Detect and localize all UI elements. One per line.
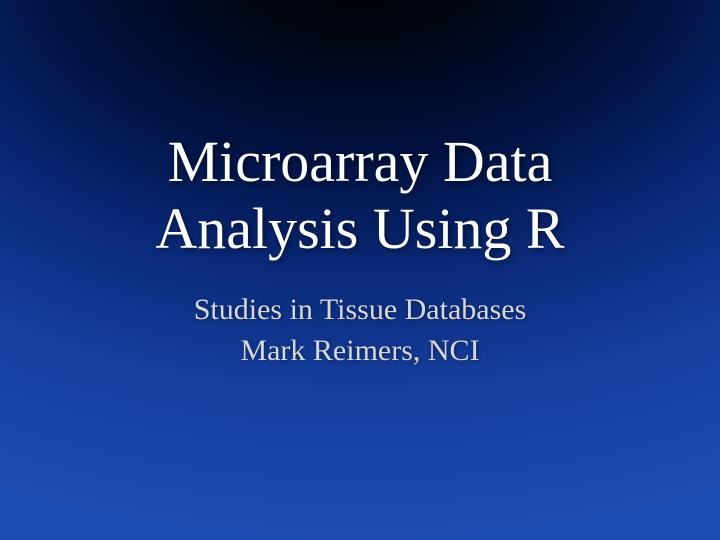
slide-container: Microarray Data Analysis Using R Studies… xyxy=(0,0,720,540)
title-line-2: Analysis Using R xyxy=(155,196,564,261)
subtitle-group: Studies in Tissue Databases Mark Reimers… xyxy=(194,290,527,371)
title-line-1: Microarray Data xyxy=(168,129,553,194)
subtitle-line-2: Mark Reimers, NCI xyxy=(194,331,527,372)
slide-title: Microarray Data Analysis Using R xyxy=(155,129,564,262)
subtitle-line-1: Studies in Tissue Databases xyxy=(194,290,527,331)
